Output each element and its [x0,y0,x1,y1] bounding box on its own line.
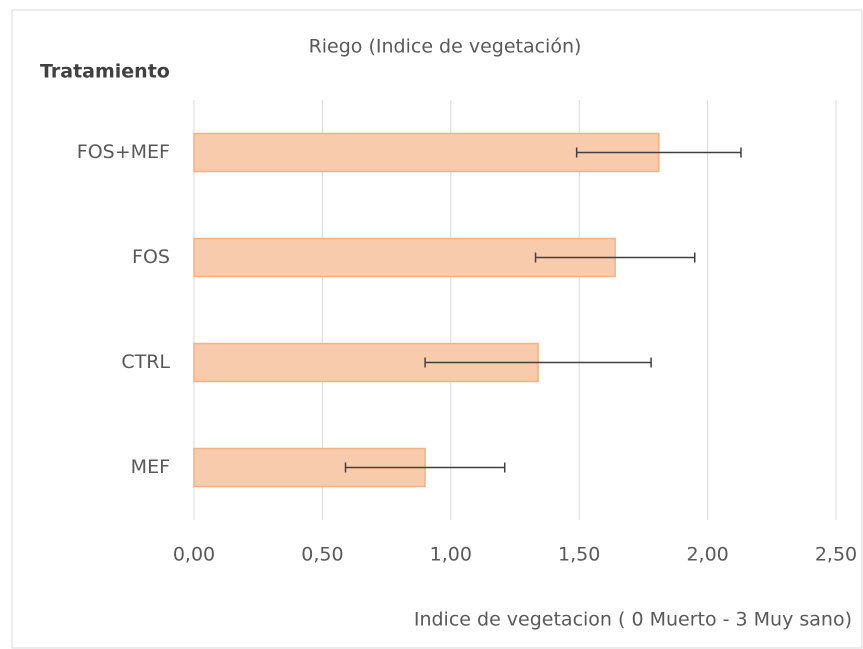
chart-frame [11,9,863,649]
error-bar [344,462,506,473]
x-tick-label: 0,50 [301,544,343,566]
x-tick-label: 1,50 [558,544,600,566]
x-axis-label: Indice de vegetacion ( 0 Muerto - 3 Muy … [414,609,852,631]
x-tick-label: 1,00 [430,544,472,566]
chart-title: Riego (Indice de vegetación) [309,36,582,58]
y-axis-label: Tratamiento [40,61,170,83]
error-bar [534,252,696,263]
y-tick-label: CTRL [121,351,170,373]
x-tick-label: 0,00 [173,544,215,566]
y-tick-label: FOS [132,246,170,268]
y-tick-label: MEF [131,456,170,478]
x-tick-label: 2,50 [815,544,857,566]
error-bar [575,147,742,158]
y-tick-label: FOS+MEF [77,141,170,163]
x-tick-label: 2,00 [686,544,728,566]
error-bar [424,357,652,368]
